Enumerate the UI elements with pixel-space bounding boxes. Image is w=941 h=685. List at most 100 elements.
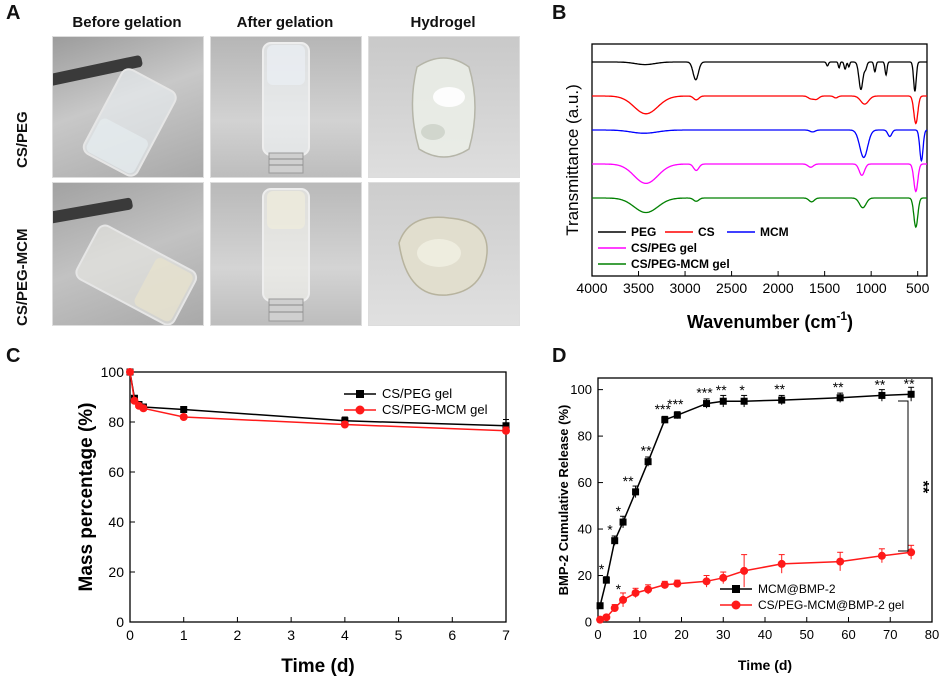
vial-tilted-icon xyxy=(53,197,198,325)
data-point-cs-peg-mcm-gel xyxy=(126,368,134,376)
ftir-line-cs-peg-gel xyxy=(592,163,927,193)
data-point-mcm-bmp-2 xyxy=(632,488,640,496)
y-tick-label: 0 xyxy=(116,614,124,630)
photo-cs-peg-hydrogel xyxy=(368,36,520,178)
significance-mark: * xyxy=(599,561,605,577)
significance-mark: * xyxy=(616,503,622,519)
release-plot-frame xyxy=(597,377,933,623)
data-point-mcm-bmp-2 xyxy=(644,458,652,466)
release-y-label: BMP-2 Cumulative Release (%) xyxy=(556,405,571,596)
y-tick-label: 20 xyxy=(108,564,124,580)
significance-bracket xyxy=(898,400,909,552)
data-point-mcm-bmp-2 xyxy=(907,390,915,398)
data-point-mcm-bmp-2 xyxy=(611,537,619,545)
vial-inverted-icon xyxy=(262,42,310,174)
data-point-cs-peg-mcm-bmp-2-gel xyxy=(740,566,749,575)
significance-bracket-label: ** xyxy=(914,481,931,494)
photo-cs-peg-before xyxy=(52,36,204,178)
row-label-cs-peg: CS/PEG xyxy=(14,111,31,168)
legend-marker-circle-d xyxy=(731,600,741,610)
y-tick-label: 80 xyxy=(108,414,124,430)
data-point-cs-peg-gel xyxy=(341,417,349,425)
x-tick-label: 0 xyxy=(126,627,134,643)
data-point-cs-peg-mcm-bmp-2-gel xyxy=(702,577,711,586)
data-point-cs-peg-gel xyxy=(126,368,134,376)
ftir-x-tick-label: 1500 xyxy=(809,280,840,296)
data-point-cs-peg-mcm-bmp-2-gel xyxy=(836,557,845,566)
y-tick-label: 100 xyxy=(570,382,592,397)
data-point-mcm-bmp-2 xyxy=(602,576,610,584)
ftir-x-label: Wavenumber (cm-1) xyxy=(687,309,853,332)
significance-mark: ** xyxy=(623,473,634,489)
column-label-before: Before gelation xyxy=(72,14,182,31)
x-tick-label: 0 xyxy=(594,627,601,642)
legend-label-cs-peg-gel-c: CS/PEG gel xyxy=(382,386,452,401)
significance-mark: ** xyxy=(874,376,885,392)
data-point-cs-peg-gel xyxy=(135,401,143,408)
data-point-cs-peg-mcm-gel xyxy=(134,401,143,410)
data-point-cs-peg-mcm-bmp-2-gel xyxy=(719,573,728,582)
data-point-mcm-bmp-2 xyxy=(703,400,711,408)
x-tick-label: 50 xyxy=(800,627,814,642)
legend-label-cs-peg-mcm-gel-c: CS/PEG-MCM gel xyxy=(382,402,488,417)
data-point-mcm-bmp-2 xyxy=(778,396,786,404)
significance-mark: ** xyxy=(833,379,844,395)
y-tick-label: 80 xyxy=(578,429,592,444)
x-tick-label: 80 xyxy=(925,627,939,642)
significance-mark: ** xyxy=(716,382,727,398)
ftir-x-tick-label: 3500 xyxy=(623,280,654,296)
x-tick-label: 30 xyxy=(716,627,730,642)
x-tick-label: 20 xyxy=(674,627,688,642)
series-line-cs-peg-mcm-gel xyxy=(129,371,507,432)
y-tick-label: 100 xyxy=(101,364,125,380)
data-point-mcm-bmp-2 xyxy=(661,416,669,424)
photo-cs-peg-mcm-before xyxy=(52,182,204,326)
data-point-cs-peg-mcm-gel xyxy=(340,420,349,429)
ftir-x-tick-label: 1000 xyxy=(856,280,887,296)
vial-tilted-icon xyxy=(53,55,177,177)
data-point-cs-peg-mcm-gel xyxy=(179,413,188,421)
ftir-x-tick-label: 2000 xyxy=(763,280,794,296)
x-tick-label: 10 xyxy=(633,627,647,642)
data-point-mcm-bmp-2 xyxy=(673,411,681,419)
photo-cs-peg-mcm-hydrogel xyxy=(368,182,520,326)
column-label-hydrogel: Hydrogel xyxy=(410,14,476,31)
ftir-plot-frame xyxy=(591,43,928,277)
data-point-cs-peg-mcm-gel xyxy=(139,404,148,413)
x-tick-label: 2 xyxy=(234,627,242,643)
data-point-cs-peg-mcm-gel xyxy=(502,426,510,435)
x-tick-label: 7 xyxy=(502,627,510,643)
x-tick-label: 60 xyxy=(841,627,855,642)
ftir-x-label-sup: -1 xyxy=(836,309,847,323)
x-tick-label: 3 xyxy=(287,627,295,643)
data-point-mcm-bmp-2 xyxy=(596,602,604,610)
ftir-line-cs-peg-mcm-gel xyxy=(592,197,927,229)
x-tick-label: 1 xyxy=(180,627,188,643)
data-point-mcm-bmp-2 xyxy=(619,518,627,526)
mass-plot-frame xyxy=(129,371,507,623)
x-tick-label: 40 xyxy=(758,627,772,642)
legend-label-cs-peg-gel: CS/PEG gel xyxy=(631,241,697,255)
panel-letter-d: D xyxy=(552,345,567,367)
data-point-cs-peg-gel xyxy=(180,406,188,413)
ftir-x-tick-label: 4000 xyxy=(576,280,607,296)
data-point-cs-peg-gel xyxy=(502,422,510,430)
data-point-cs-peg-gel xyxy=(139,403,147,411)
data-point-mcm-bmp-2 xyxy=(740,397,748,405)
significance-mark: ** xyxy=(774,381,785,397)
ftir-legend: PEG CS MCM CS/PEG gel CS/PEG-MCM gel xyxy=(598,225,789,271)
release-x-label: Time (d) xyxy=(738,657,792,673)
data-point-cs-peg-mcm-bmp-2-gel xyxy=(907,548,916,557)
mass-y-label: Mass percentage (%) xyxy=(76,402,97,591)
column-label-after: After gelation xyxy=(236,14,334,31)
series-line-cs-peg-mcm-bmp-2-gel xyxy=(599,551,912,621)
data-point-mcm-bmp-2 xyxy=(878,391,886,399)
ftir-line-mcm xyxy=(592,129,928,163)
data-point-cs-peg-mcm-bmp-2-gel xyxy=(619,595,628,604)
significance-mark: ** xyxy=(641,443,652,459)
photo-cs-peg-after xyxy=(210,36,362,178)
data-point-mcm-bmp-2 xyxy=(836,394,844,402)
data-point-cs-peg-mcm-bmp-2-gel xyxy=(673,579,682,588)
release-legend: MCM@BMP-2 CS/PEG-MCM@BMP-2 gel xyxy=(720,582,904,612)
mass-x-label: Time (d) xyxy=(281,656,355,677)
